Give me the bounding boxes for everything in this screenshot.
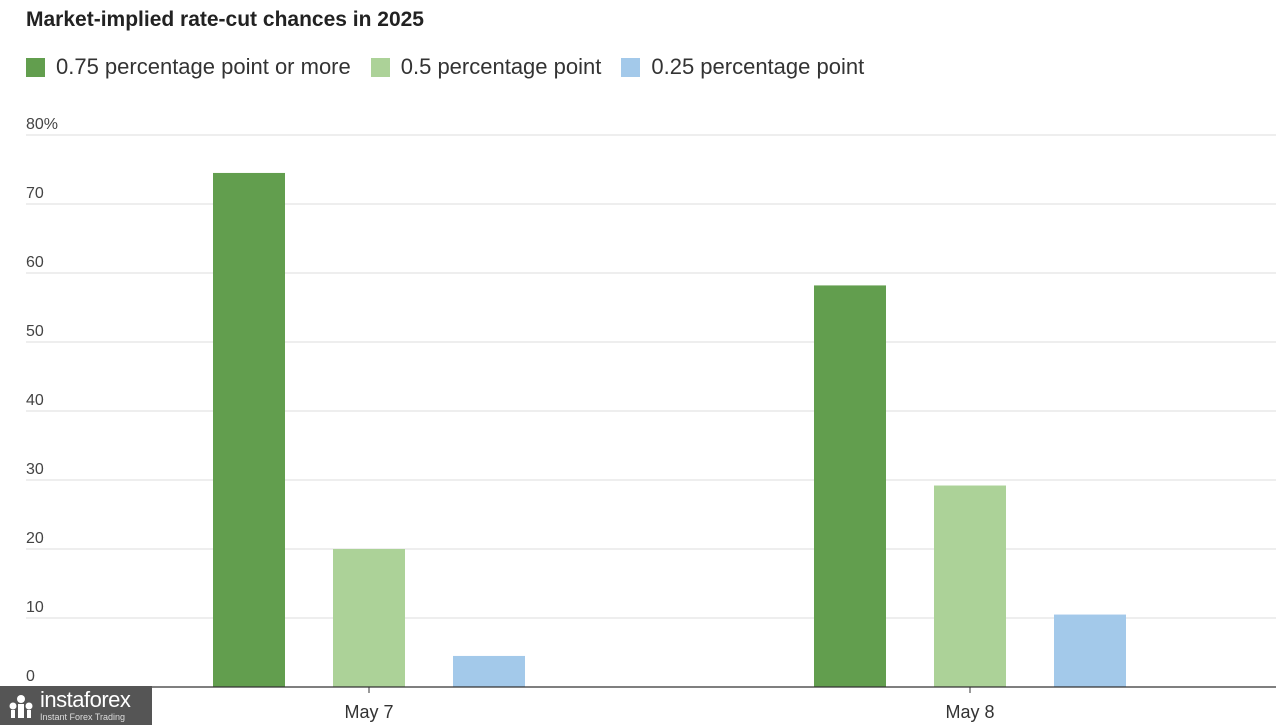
watermark-tagline: Instant Forex Trading <box>40 712 126 722</box>
legend-swatch-1 <box>370 57 390 77</box>
legend-label-0: 0.75 percentage point or more <box>56 54 351 79</box>
y-tick-label: 50 <box>26 323 44 340</box>
y-tick-label: 70 <box>26 185 44 202</box>
y-tick-label: 80% <box>26 116 58 133</box>
instaforex-logo-icon <box>9 694 33 718</box>
legend-swatch-2 <box>621 57 641 77</box>
bar <box>934 485 1006 687</box>
x-tick-label: May 8 <box>945 702 994 722</box>
bar <box>333 549 405 687</box>
legend-label-1: 0.5 percentage point <box>400 54 602 79</box>
legend-swatch-0 <box>26 57 45 77</box>
y-tick-label: 30 <box>26 461 44 478</box>
watermark-name: instaforex <box>40 687 131 712</box>
chart-legend: 0.75 percentage point or more 0.5 percen… <box>26 54 884 80</box>
watermark-logo: instaforex Instant Forex Trading <box>0 686 152 725</box>
legend-label-2: 0.25 percentage point <box>651 54 865 79</box>
y-tick-label: 60 <box>26 254 44 271</box>
bar <box>453 655 525 687</box>
bar <box>213 172 285 687</box>
legend-item-1: 0.5 percentage point <box>370 54 602 80</box>
y-tick-label: 10 <box>26 599 44 616</box>
y-tick-label: 0 <box>26 668 35 685</box>
bar <box>1054 614 1126 687</box>
chart-title: Market-implied rate-cut chances in 2025 <box>26 8 424 31</box>
legend-item-0: 0.75 percentage point or more <box>26 54 351 80</box>
y-tick-label: 20 <box>26 530 44 547</box>
legend-item-2: 0.25 percentage point <box>621 54 864 80</box>
bar <box>814 285 886 687</box>
y-tick-label: 40 <box>26 392 44 409</box>
x-tick-label: May 7 <box>344 702 393 722</box>
